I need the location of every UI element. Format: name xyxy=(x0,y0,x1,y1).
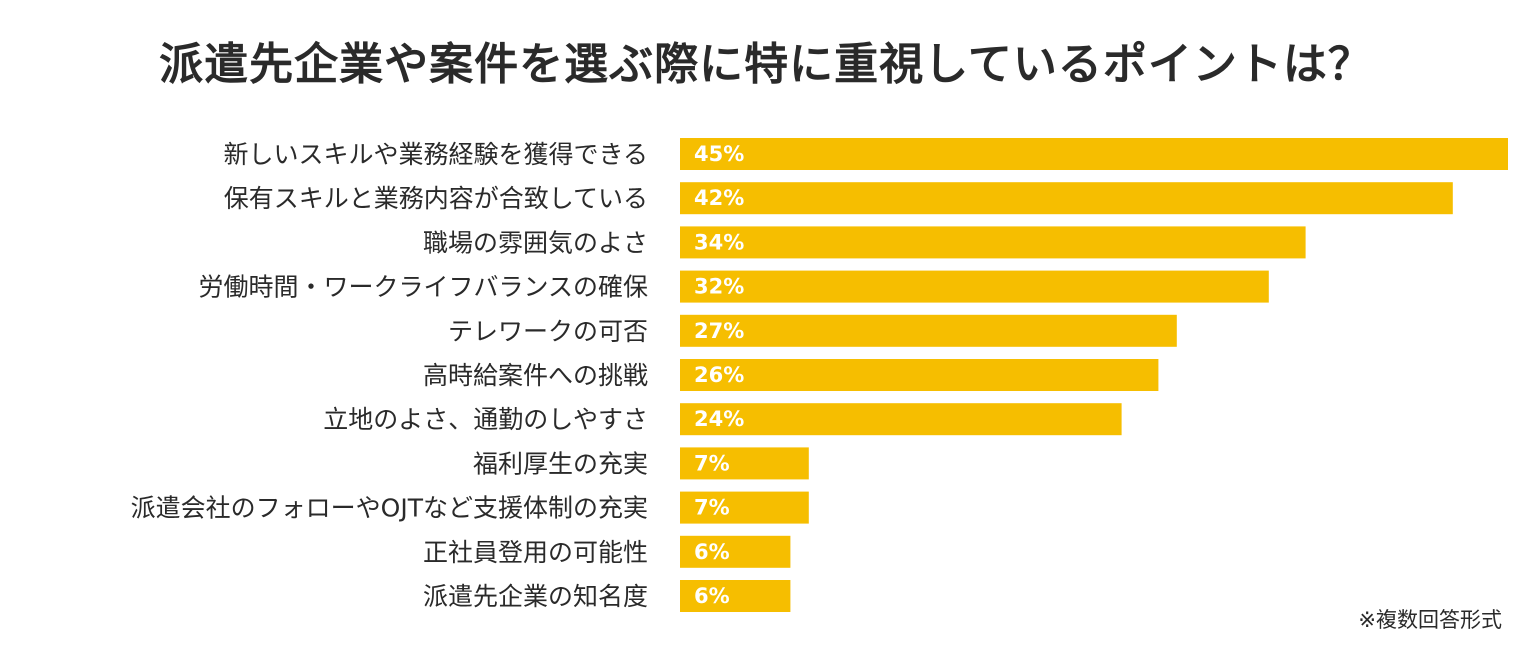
bar xyxy=(680,226,1306,259)
bar-value-label: 7% xyxy=(694,496,730,520)
bar xyxy=(680,403,1122,436)
bar-value-label: 42% xyxy=(694,186,744,210)
category-label: 派遣先企業の知名度 xyxy=(423,582,648,611)
bar xyxy=(680,535,791,568)
bar-value-label: 7% xyxy=(694,451,730,475)
bar xyxy=(680,182,1453,215)
category-label: 派遣会社のフォローやOJTなど支援体制の充実 xyxy=(131,494,648,523)
bar-value-label: 6% xyxy=(694,584,730,608)
bar xyxy=(680,138,1508,170)
category-label: テレワークの可否 xyxy=(448,317,648,346)
bar-value-label: 6% xyxy=(694,540,730,564)
category-label: 新しいスキルや業務経験を獲得できる xyxy=(223,140,648,169)
chart-note: ※複数回答形式 xyxy=(1358,608,1502,632)
category-label: 職場の雰囲気のよさ xyxy=(423,228,648,257)
bar xyxy=(680,359,1159,391)
bar-value-label: 34% xyxy=(694,230,744,254)
bar xyxy=(680,580,791,612)
category-label: 立地のよさ、通勤のしやすさ xyxy=(323,405,648,434)
bar-value-label: 27% xyxy=(694,319,744,343)
bar xyxy=(680,314,1177,347)
category-label: 保有スキルと業務内容が合致している xyxy=(224,184,648,213)
bar-value-label: 24% xyxy=(694,407,744,431)
category-label: 福利厚生の充実 xyxy=(473,449,648,478)
bar xyxy=(680,491,809,524)
bar xyxy=(680,270,1269,303)
category-label: 労働時間・ワークライフバランスの確保 xyxy=(198,273,648,302)
category-label: 高時給案件への挑戦 xyxy=(423,361,648,390)
chart-title: 派遣先企業や案件を選ぶ際に特に重視しているポイントは？ xyxy=(159,39,1373,90)
bar-value-label: 26% xyxy=(694,363,744,387)
bar xyxy=(680,447,809,480)
bar-value-label: 45% xyxy=(694,142,744,166)
category-label: 正社員登用の可能性 xyxy=(423,538,648,567)
bar-value-label: 32% xyxy=(694,275,744,299)
